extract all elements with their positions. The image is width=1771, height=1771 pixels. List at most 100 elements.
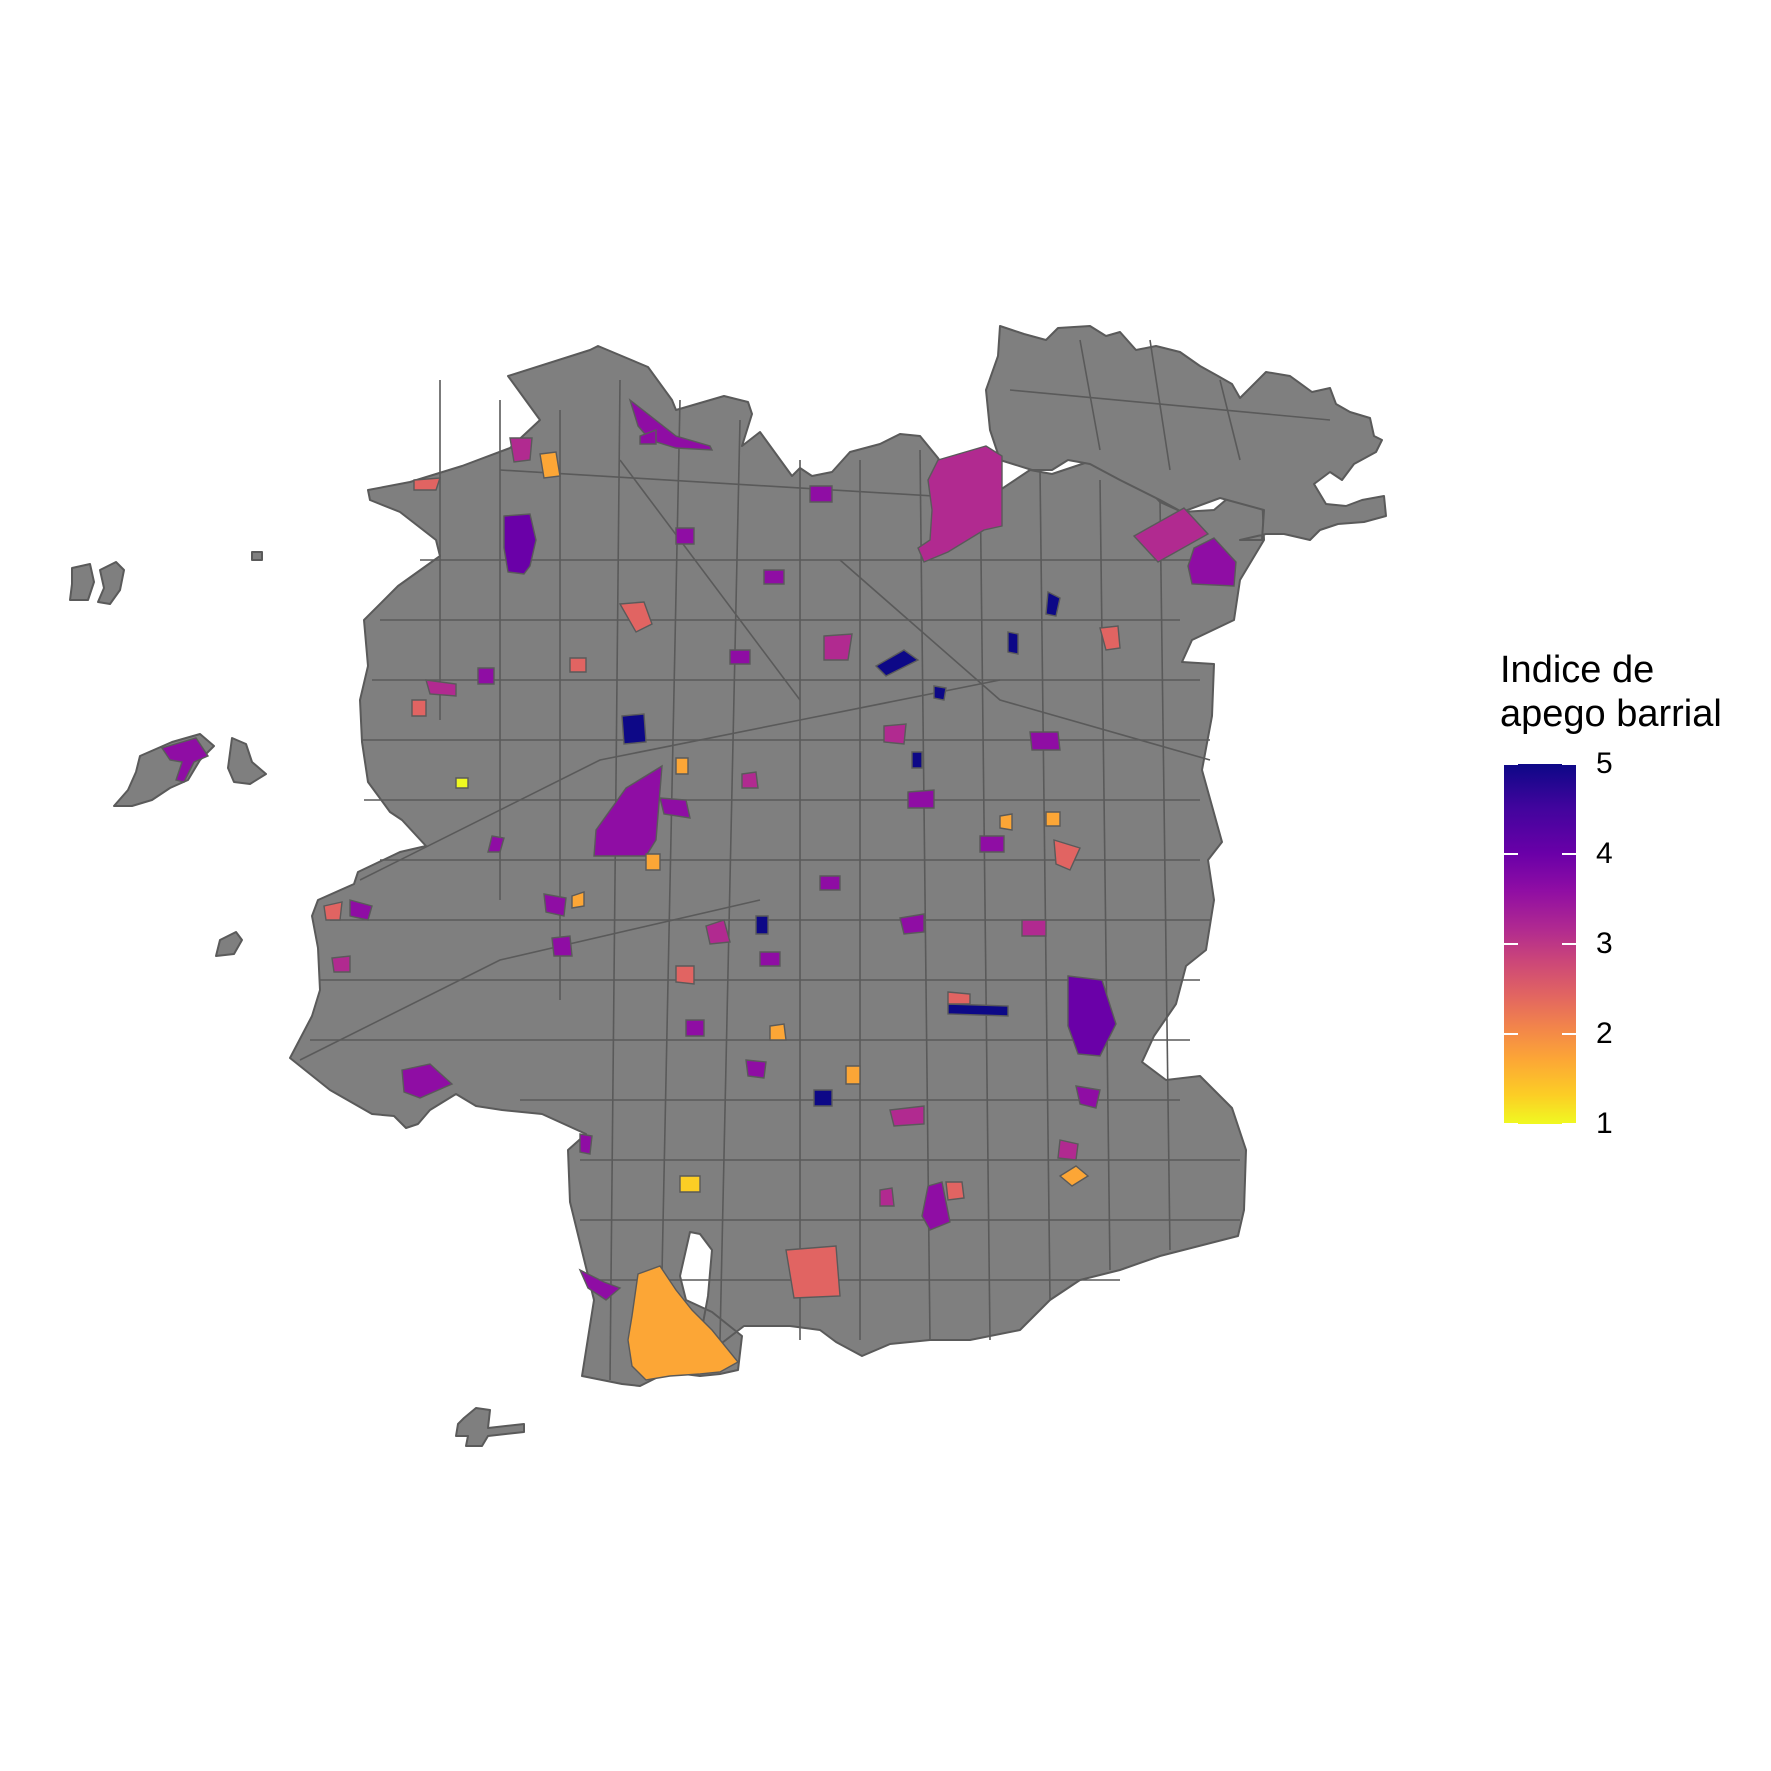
tract: [679, 1175, 701, 1193]
map-base: [69, 325, 1387, 1447]
tract: [1007, 631, 1019, 655]
tract: [685, 1019, 705, 1037]
region-island-2: [97, 561, 125, 605]
tract: [1058, 1165, 1090, 1187]
tract: [845, 1065, 861, 1085]
region-main: [289, 345, 1265, 1387]
legend-tick-label: 4: [1596, 837, 1613, 870]
tract: [627, 1265, 740, 1381]
legend-tick-label: 3: [1596, 927, 1613, 960]
tract: [911, 751, 923, 769]
tract: [543, 893, 567, 917]
tract: [1187, 537, 1237, 587]
tract: [487, 835, 505, 853]
tract: [578, 1268, 622, 1301]
tract: [921, 1181, 951, 1231]
tract: [618, 601, 653, 633]
tract: [1053, 839, 1081, 871]
legend-tick-label: 2: [1596, 1017, 1613, 1050]
tract: [785, 1245, 841, 1299]
tract: [813, 1089, 833, 1107]
legend-tick-mark: [1562, 943, 1576, 945]
tract: [675, 965, 695, 985]
tract: [819, 875, 841, 891]
tract: [1132, 507, 1210, 563]
tract: [401, 1063, 454, 1099]
tract: [999, 813, 1013, 831]
legend-title-line2: apego barrial: [1500, 693, 1722, 735]
tract: [883, 723, 907, 745]
tract: [645, 853, 661, 871]
tract: [639, 428, 657, 445]
legend-tick: 4: [1500, 839, 1700, 869]
tract: [349, 899, 373, 921]
tract: [413, 477, 441, 491]
tract: [1029, 731, 1061, 751]
tract: [569, 657, 587, 673]
legend-tick: 1: [1500, 1109, 1700, 1139]
tract: [621, 713, 647, 745]
tract: [411, 699, 427, 717]
tract: [899, 913, 925, 935]
tract: [823, 633, 853, 661]
tract: [763, 569, 785, 585]
region-northeast: [985, 325, 1387, 541]
tract: [741, 771, 759, 789]
tract: [769, 1023, 787, 1041]
tract: [755, 915, 769, 935]
tract: [160, 737, 210, 783]
legend-tick-label: 5: [1596, 747, 1613, 780]
tract: [809, 485, 833, 503]
tract: [551, 935, 573, 957]
tract: [579, 1133, 593, 1155]
tract: [1045, 590, 1061, 617]
legend-tick-label: 1: [1596, 1107, 1613, 1140]
tract: [1045, 811, 1061, 827]
tract: [907, 789, 935, 809]
tract-values: [160, 398, 1237, 1381]
legend-tick-mark: [1504, 1033, 1518, 1035]
tract: [323, 901, 343, 921]
legend-title: Indice de apego barrial: [1500, 648, 1760, 736]
tract: [947, 991, 971, 1005]
tract: [1099, 625, 1121, 651]
legend-tick-mark: [1562, 1033, 1576, 1035]
tract: [503, 513, 537, 575]
region-island-6: [215, 931, 243, 957]
legend-tick-mark: [1504, 763, 1518, 765]
tract: [745, 1059, 767, 1079]
tract: [729, 649, 751, 665]
region-island-7: [455, 1407, 525, 1447]
tract: [933, 685, 947, 701]
legend-tick-mark: [1504, 1123, 1518, 1125]
legend-tick-mark: [1504, 943, 1518, 945]
tract: [889, 1105, 925, 1127]
tract: [874, 649, 920, 677]
tract: [659, 797, 691, 819]
tract: [331, 955, 351, 973]
legend-tick-mark: [1562, 763, 1576, 765]
tract: [571, 891, 585, 909]
legend-tick: 5: [1500, 749, 1700, 779]
tract: [509, 437, 533, 463]
legend-tick-mark: [1562, 1123, 1576, 1125]
tract: [705, 919, 731, 945]
tract: [1057, 1139, 1079, 1161]
tract: [539, 451, 561, 479]
legend-tick: 2: [1500, 1019, 1700, 1049]
legend-tick-mark: [1504, 853, 1518, 855]
legend-tick-mark: [1562, 853, 1576, 855]
region-island-1: [69, 563, 95, 601]
tract: [477, 667, 495, 685]
legend-tick: 3: [1500, 929, 1700, 959]
tract: [455, 777, 469, 789]
region-island-5: [227, 737, 267, 785]
tract: [759, 951, 781, 967]
tract: [675, 757, 689, 775]
tract: [425, 679, 457, 697]
tract: [675, 527, 695, 545]
tract: [879, 1187, 895, 1207]
tract: [917, 445, 1003, 563]
tract: [947, 1003, 1009, 1017]
